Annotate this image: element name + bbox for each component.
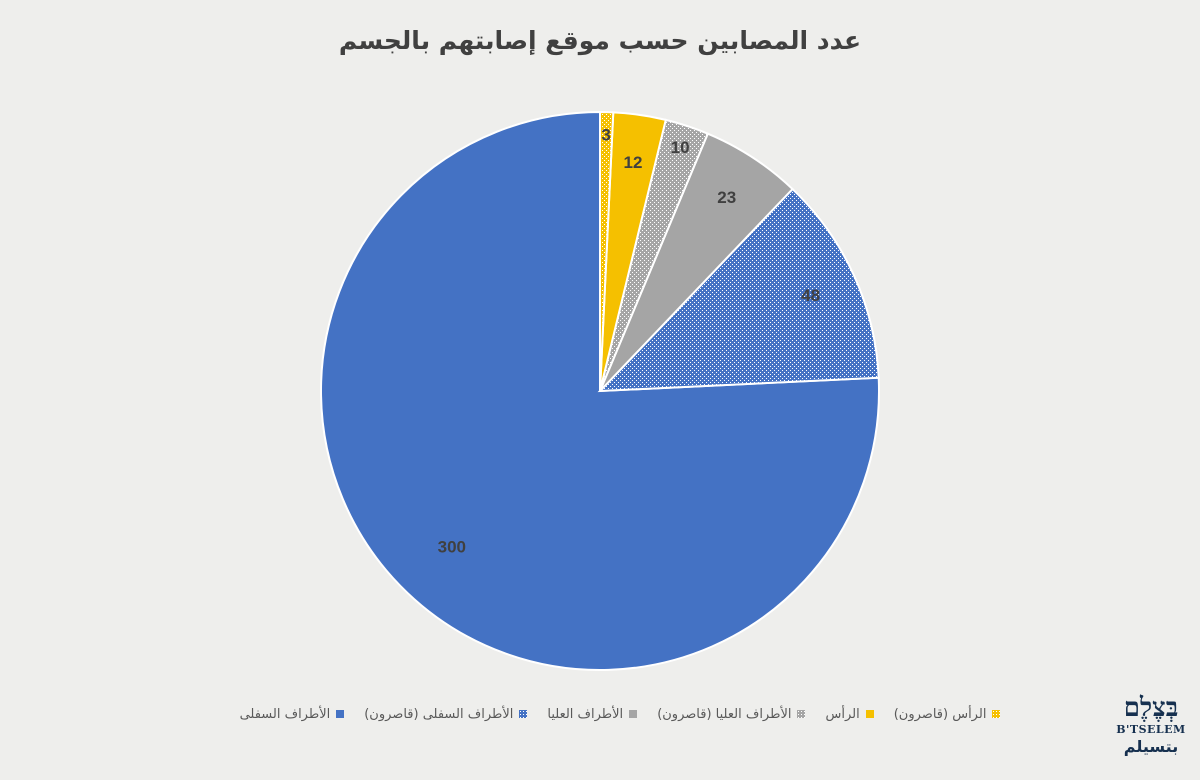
legend-swatch (992, 710, 1001, 718)
chart-legend: الأطراف السفلى الأطراف السفلى (قاصرون) الأ… (180, 704, 1060, 724)
legend-label: الأطراف العليا (547, 706, 624, 722)
logo-hebrew-text: בְּצֶלֶם (1123, 693, 1179, 723)
data-label: 48 (801, 286, 820, 305)
legend-label: الأطراف العليا (قاصرون) (657, 706, 792, 722)
legend-item: الأطراف السفلى (240, 707, 345, 722)
legend-item: الأطراف السفلى (قاصرون) (364, 706, 528, 722)
pie-slice (320, 110, 880, 671)
pie-slice (599, 110, 615, 392)
legend-label: الأطراف السفلى (239, 706, 331, 722)
legend-item: الأطراف العليا (قاصرون) (657, 706, 806, 722)
legend-swatch (519, 710, 528, 718)
legend-swatch (336, 710, 345, 718)
data-label: 10 (671, 138, 690, 157)
logo-latin-text: B'TSELEM (1116, 723, 1186, 736)
data-label: 300 (438, 538, 466, 557)
legend-label: الأطراف السفلى (قاصرون) (364, 706, 514, 722)
pie-slice (597, 187, 880, 393)
legend-item: الرأس (825, 706, 874, 722)
legend-swatch (797, 710, 806, 718)
legend-swatch (629, 710, 638, 718)
legend-item: الأطراف العليا (547, 706, 638, 722)
btselem-logo: בְּצֶלֶם B'TSELEM بتسيلم (1108, 693, 1194, 771)
legend-swatch (865, 710, 874, 718)
legend-item: الرأس (قاصرون) (894, 707, 1001, 722)
data-label: 12 (624, 153, 643, 172)
legend-label: الرأس (825, 706, 860, 722)
chart-title: عدد المصابين حسب موقع إصابتهم بالجسم (338, 26, 862, 55)
legend-label: الرأس (قاصرون) (893, 706, 987, 722)
data-label: 23 (717, 188, 736, 207)
data-label: 3 (601, 125, 610, 144)
logo-arabic-text: بتسيلم (1123, 737, 1179, 756)
